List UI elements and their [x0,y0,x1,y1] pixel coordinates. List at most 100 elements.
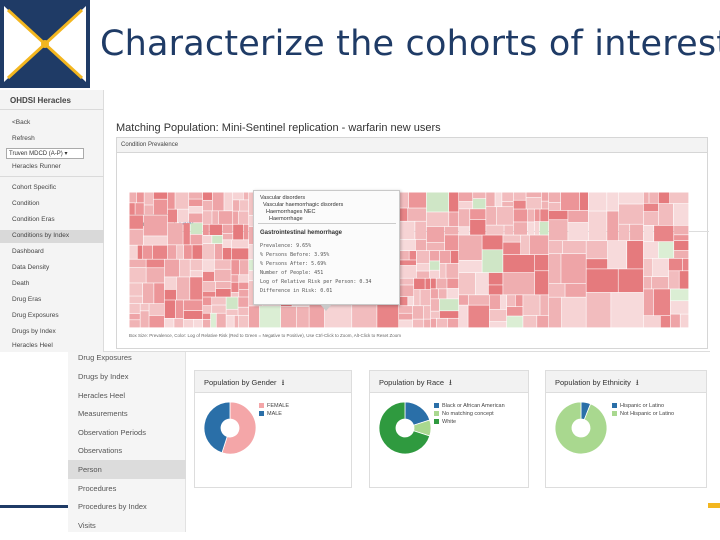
treemap-cell[interactable] [482,250,503,273]
treemap-cell[interactable] [627,241,644,269]
source-select[interactable]: Truven MDCD (A-P) ▾ [6,148,84,159]
treemap-cell[interactable] [231,248,249,260]
treemap-cell[interactable] [240,200,249,211]
treemap-cell[interactable] [439,250,451,264]
treemap-cell[interactable] [129,283,143,296]
treemap-cell[interactable] [415,239,427,251]
treemap-cell[interactable] [167,223,183,245]
treemap-cell[interactable] [203,192,213,200]
treemap-cell[interactable] [562,241,586,254]
treemap-cell[interactable] [549,254,561,284]
treemap-cell[interactable] [399,320,413,328]
treemap-cell[interactable] [482,235,503,250]
treemap-cell[interactable] [607,211,619,241]
treemap-cell[interactable] [203,211,212,224]
treemap-cell[interactable] [643,289,654,316]
pie-slice-male[interactable] [203,401,231,454]
treemap-cell[interactable] [447,278,459,289]
treemap-cell[interactable] [193,319,203,328]
treemap-cell[interactable] [177,209,189,223]
treemap-cell[interactable] [210,313,216,328]
treemap-cell[interactable] [408,192,427,208]
download-icon[interactable]: ⭳ [635,378,639,387]
treemap-cell[interactable] [549,220,568,241]
treemap-cell[interactable] [203,319,211,328]
treemap-cell[interactable] [399,250,409,260]
treemap-cell[interactable] [429,261,440,270]
treemap-cell[interactable] [450,250,459,264]
treemap-cell[interactable] [470,209,486,220]
treemap-cell[interactable] [212,235,223,244]
treemap-cell[interactable] [521,235,530,255]
treemap-cell[interactable] [679,271,689,289]
treemap-cell[interactable] [668,271,679,289]
treemap-cell[interactable] [218,211,233,224]
nav-conditions-by-index[interactable]: Conditions by Index [12,232,70,239]
treemap-cell[interactable] [459,305,468,328]
treemap-cell[interactable] [436,318,448,328]
treemap-cell[interactable] [222,224,233,234]
treemap-cell[interactable] [203,200,213,211]
treemap-cell[interactable] [429,250,440,261]
treemap-cell[interactable] [586,259,608,269]
treemap-cell[interactable] [503,254,535,273]
treemap-cell[interactable] [430,311,440,318]
treemap-cell[interactable] [439,299,459,311]
treemap-cell[interactable] [144,205,154,215]
treemap-cell[interactable] [506,306,523,316]
treemap-cell[interactable] [459,201,473,209]
treemap-cell[interactable] [540,295,549,316]
treemap-cell[interactable] [619,204,644,224]
treemap-cell[interactable] [149,303,165,316]
treemap-cell[interactable] [146,268,165,283]
treemap-cell[interactable] [652,258,669,277]
treemap-cell[interactable] [438,289,447,299]
treemap-cell[interactable] [523,295,540,316]
treemap-cell[interactable] [215,281,231,289]
nav-heracles-heel[interactable]: Heracles Heel [12,342,53,349]
bg-nav-procedures[interactable]: Procedures [78,484,117,493]
pie-slice-white[interactable] [378,401,431,455]
treemap-cell[interactable] [243,192,249,200]
treemap-cell[interactable] [534,221,540,235]
treemap-cell[interactable] [473,198,486,209]
treemap-cell[interactable] [129,229,143,245]
treemap-cell[interactable] [129,203,135,215]
treemap-cell[interactable] [560,192,580,211]
treemap-cell[interactable] [238,307,249,316]
treemap-cell[interactable] [144,192,154,205]
treemap-cell[interactable] [203,291,216,297]
treemap-cell[interactable] [129,192,137,203]
treemap-cell[interactable] [527,222,535,235]
treemap-cell[interactable] [586,241,608,259]
treemap-cell[interactable] [129,267,146,283]
bg-nav-observation-periods[interactable]: Observation Periods [78,428,146,437]
treemap-cell[interactable] [203,235,212,244]
treemap-cell[interactable] [568,210,589,223]
treemap-cell[interactable] [233,211,239,224]
treemap-cell[interactable] [153,192,168,199]
treemap-cell[interactable] [488,285,503,295]
treemap-cell[interactable] [234,315,239,328]
treemap-cell[interactable] [129,303,140,314]
treemap-cell[interactable] [643,211,659,226]
treemap-cell[interactable] [586,269,618,293]
treemap-cell[interactable] [140,311,149,328]
treemap-cell[interactable] [215,288,231,297]
treemap-cell[interactable] [670,301,689,314]
treemap-cell[interactable] [203,313,211,320]
treemap-cell[interactable] [231,292,239,297]
treemap-cell[interactable] [239,260,249,275]
treemap-cell[interactable] [167,245,177,259]
treemap-cell[interactable] [446,263,459,278]
treemap-cell[interactable] [607,241,627,269]
treemap-cell[interactable] [486,225,504,235]
treemap-cell[interactable] [416,271,430,278]
nav-dashboard[interactable]: Dashboard [12,248,44,255]
treemap-cell[interactable] [588,211,607,241]
treemap-cell[interactable] [670,314,680,328]
treemap-cell[interactable] [239,282,249,290]
nav-condition[interactable]: Condition [12,200,40,207]
treemap-cell[interactable] [643,241,659,259]
treemap-cell[interactable] [214,260,231,269]
